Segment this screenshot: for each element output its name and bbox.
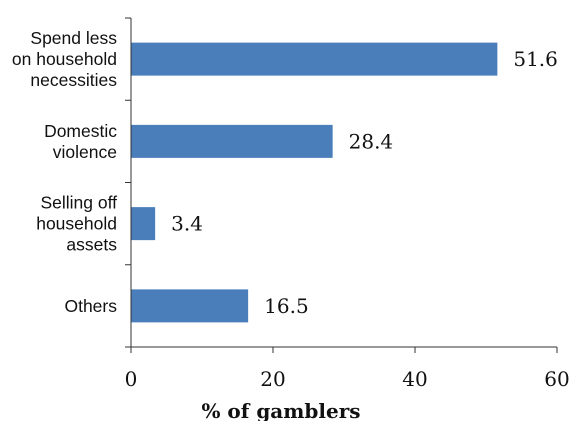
category-label-0: Spend less on household necessities [12, 28, 117, 90]
category-label-line: on household [12, 49, 117, 69]
x-tick-label-2: 40 [402, 367, 427, 391]
category-label-3: Others [64, 296, 117, 316]
category-label-2: Selling off household assets [36, 193, 117, 255]
x-tick-label-0: 0 [125, 367, 138, 391]
category-label-line: Spend less [30, 28, 117, 48]
x-ticks-group: 0 20 40 60 [125, 17, 570, 391]
category-label-line: necessities [30, 70, 117, 90]
category-label-line: Selling off [40, 193, 117, 213]
value-label-2: 3.4 [171, 212, 203, 236]
value-labels-group: 51.6 28.4 3.4 16.5 [171, 47, 558, 318]
bar-3 [131, 289, 249, 323]
category-label-line: assets [66, 235, 117, 255]
bar-1 [131, 124, 333, 158]
x-tick-label-3: 60 [544, 367, 569, 391]
value-label-1: 28.4 [349, 129, 394, 153]
bar-2 [131, 207, 156, 241]
category-label-1: Domestic violence [44, 121, 117, 162]
category-label-line: Domestic [44, 121, 117, 141]
category-label-line: household [36, 214, 117, 234]
bar-0 [131, 42, 498, 76]
category-labels-group: Spend less on household necessities Domesti… [12, 28, 117, 316]
value-label-0: 51.6 [513, 47, 558, 71]
category-label-line: Others [64, 296, 117, 316]
category-label-line: violence [53, 142, 117, 162]
value-label-3: 16.5 [264, 294, 309, 318]
x-axis-title: % of gamblers [201, 399, 360, 421]
x-tick-label-1: 20 [260, 367, 285, 391]
bars-group [131, 42, 498, 323]
